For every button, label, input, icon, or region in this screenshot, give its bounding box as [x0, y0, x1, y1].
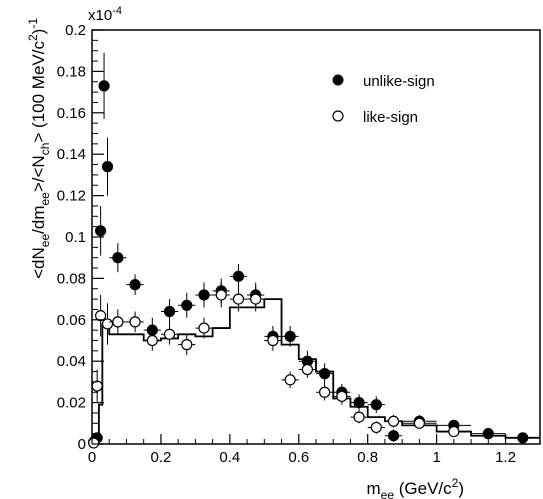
y-axis-title-part: >/<N [29, 155, 48, 192]
y-axis-title-part: /dm [29, 206, 48, 234]
data-point-unlike-sign [101, 161, 114, 173]
y-axis-title-part: ee [38, 192, 52, 206]
data-point-unlike-sign [284, 330, 296, 342]
y-axis-title-part: -1 [26, 18, 40, 29]
data-point-like-sign [387, 415, 400, 427]
exponent-label: x10-4 [88, 5, 122, 24]
data-point-like-sign [336, 390, 348, 402]
data-point-like-sign [181, 339, 193, 351]
data-point-like-sign [112, 316, 124, 328]
data-point-unlike-sign [319, 368, 331, 380]
data-point-like-sign [353, 411, 365, 423]
data-point-unlike-sign [181, 299, 193, 311]
data-point-like-sign [232, 293, 245, 305]
y-axis-title-part: ) [29, 29, 48, 35]
series-unlike-sign [88, 52, 540, 448]
exponent-base: x10 [88, 7, 112, 24]
y-axis-title-part: ch [38, 143, 52, 156]
data-point-like-sign [215, 289, 227, 301]
data-point-like-sign [101, 318, 114, 330]
legend-marker-unlike-sign [332, 74, 344, 86]
x-tick-label: 0.2 [150, 449, 171, 466]
data-point-like-sign [88, 437, 100, 449]
mc-histogram-line [92, 298, 540, 445]
plot-frame [91, 29, 541, 445]
exponent-power: -4 [112, 5, 122, 17]
data-point-unlike-sign [112, 252, 124, 264]
legend-label-like-sign: like-sign [363, 109, 418, 126]
data-point-like-sign [319, 386, 331, 398]
x-axis-title: mee (GeV/c2) [366, 476, 464, 499]
data-point-like-sign [95, 310, 107, 322]
y-tick-label: 0.18 [57, 63, 86, 80]
data-point-unlike-sign [353, 397, 365, 409]
data-point-like-sign [146, 334, 158, 347]
x-tick-label: 1 [432, 449, 440, 466]
data-point-like-sign [163, 328, 176, 340]
y-tick-label: 0.12 [57, 188, 86, 205]
data-point-like-sign [370, 421, 382, 434]
data-point-like-sign [267, 334, 279, 347]
axes-layer: 0 0.2 0.4 0.6 0.8 1 1.2 0 0.02 0.04 0.06 0.08 0.1 0.1… [57, 22, 541, 466]
y-axis-title: <dNee/dmee>/<Nch> (100 MeV/c2)-1 [26, 18, 52, 279]
data-point-unlike-sign [95, 225, 107, 237]
data-point-like-sign [198, 322, 210, 334]
legend-label-unlike-sign: unlike-sign [363, 73, 435, 90]
y-tick-label: 0.08 [57, 270, 86, 287]
data-point-like-sign [91, 380, 103, 392]
series-like-sign [88, 282, 472, 449]
y-tick-label: 0.06 [57, 312, 86, 329]
data-point-unlike-sign [198, 289, 210, 301]
legend-marker-like-sign [332, 110, 344, 122]
data-point-like-sign [284, 374, 296, 386]
y-tick-label: 0.02 [57, 395, 86, 412]
x-tick-label: 0.4 [219, 449, 240, 466]
y-tick-label: 0.04 [57, 353, 86, 370]
y-axis-title-part: <dN [29, 247, 48, 279]
y-axis-title-part: ee [38, 234, 52, 248]
y-tick-label: 0.1 [65, 229, 86, 246]
data-point-like-sign [413, 417, 425, 429]
data-point-unlike-sign [232, 270, 245, 282]
data-point-unlike-sign [482, 428, 494, 440]
data-point-unlike-sign [370, 399, 382, 411]
data-point-like-sign [448, 425, 460, 438]
data-point-unlike-sign [129, 279, 141, 291]
y-tick-label: 0.2 [65, 22, 86, 39]
y-tick-label: 0.14 [57, 146, 86, 163]
histogram-layer [92, 298, 540, 445]
data-point-like-sign [250, 293, 262, 305]
x-tick-label: 0 [88, 449, 96, 466]
points-layer [88, 52, 540, 449]
y-tick-label: 0.16 [57, 105, 86, 122]
y-axis-title-part: 2 [26, 34, 40, 41]
x-tick-label: 1.2 [495, 449, 516, 466]
x-tick-label: 0.6 [288, 449, 309, 466]
data-point-unlike-sign [387, 430, 400, 442]
x-tick-label: 0.8 [357, 449, 378, 466]
data-point-like-sign [301, 363, 313, 376]
legend: unlike-sign like-sign [332, 73, 435, 126]
data-point-unlike-sign [98, 80, 110, 92]
y-tick-label: 0 [78, 436, 86, 453]
y-axis-title-part: > (100 MeV/c [29, 41, 48, 143]
data-point-like-sign [129, 316, 141, 328]
data-point-unlike-sign [163, 305, 176, 318]
